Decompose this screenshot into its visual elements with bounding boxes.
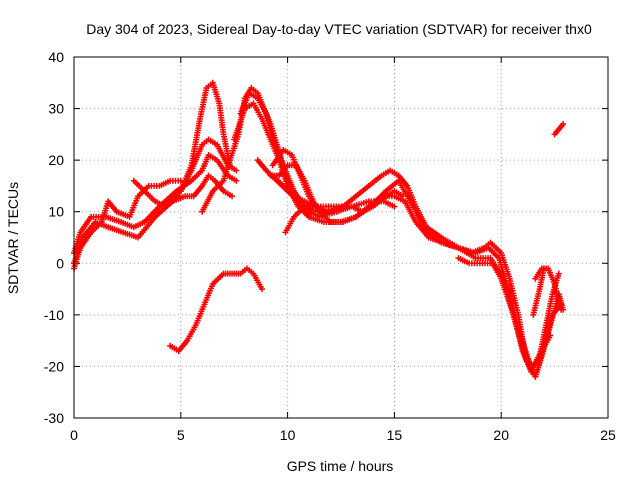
chart-title: Day 304 of 2023, Sidereal Day-to-day VTE…	[86, 21, 592, 37]
series-arc-1	[71, 151, 240, 256]
x-tick-label: 25	[600, 427, 616, 443]
data-point	[305, 213, 312, 220]
data-point	[333, 208, 340, 215]
y-tick-label: -30	[44, 410, 64, 426]
series-arc-17	[530, 265, 547, 318]
series-arc-6	[177, 79, 233, 195]
series-arc-3	[71, 177, 184, 272]
series-arc-8	[231, 100, 565, 380]
series-arc-7	[199, 84, 562, 375]
y-tick-label: 10	[48, 204, 64, 220]
y-tick-label: 40	[48, 49, 64, 65]
x-axis-label: GPS time / hours	[287, 458, 394, 474]
series-arc-4	[130, 177, 182, 210]
data-point	[258, 286, 265, 293]
data-point	[229, 193, 236, 200]
series-arc-13	[269, 172, 406, 215]
data-point	[540, 265, 547, 272]
series-arc-14	[282, 203, 340, 236]
data-point	[233, 167, 240, 174]
x-tick-label: 5	[177, 427, 185, 443]
y-tick-label: 0	[56, 255, 64, 271]
data-point	[547, 332, 554, 339]
x-tick-label: 15	[387, 427, 403, 443]
data-point	[391, 203, 398, 210]
series-arc-19	[167, 265, 265, 354]
data-points	[71, 79, 567, 380]
y-tick-label: 30	[48, 101, 64, 117]
data-point	[399, 193, 406, 200]
x-tick-label: 10	[280, 427, 296, 443]
y-axis-label: SDTVAR / TECUs	[5, 182, 21, 294]
x-tick-label: 0	[70, 427, 78, 443]
plot-frame	[73, 56, 609, 419]
data-point	[555, 270, 562, 277]
y-tick-label: 20	[48, 152, 64, 168]
x-tick-label: 20	[493, 427, 509, 443]
axis-ticks: 0 5 10 15 20 25 -30 -20 -10 0 10 20 30 40	[44, 49, 616, 443]
series-arc-15	[455, 255, 554, 370]
y-tick-label: -20	[44, 358, 64, 374]
data-point	[233, 177, 240, 184]
data-point	[532, 275, 539, 282]
series-arc-18	[551, 121, 567, 138]
data-point	[560, 121, 567, 128]
y-tick-label: -10	[44, 307, 64, 323]
